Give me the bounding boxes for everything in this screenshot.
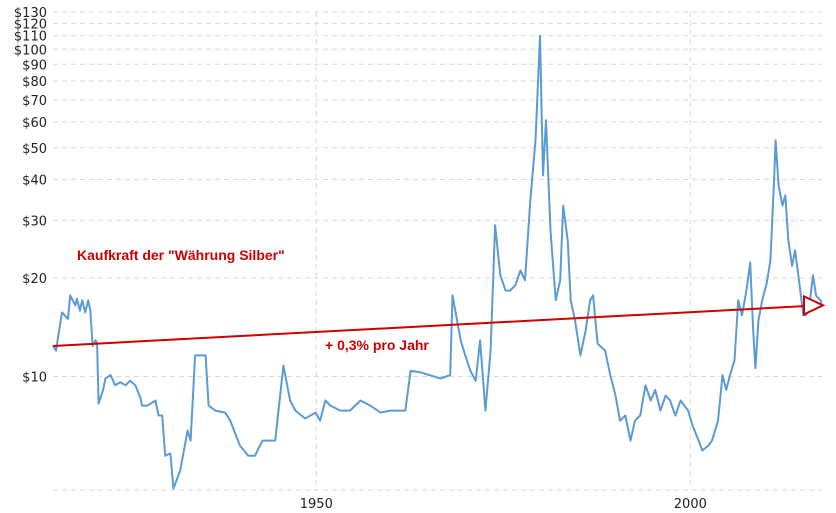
y-tick-label: $100 bbox=[14, 43, 47, 58]
y-tick-label: $130 bbox=[14, 6, 47, 21]
grid bbox=[53, 11, 822, 491]
y-tick-label: $70 bbox=[22, 94, 47, 109]
y-tick-label: $60 bbox=[22, 116, 47, 131]
y-tick-label: $30 bbox=[22, 214, 47, 229]
trend-line bbox=[52, 305, 805, 347]
y-tick-label: $80 bbox=[22, 75, 47, 90]
y-tick-label: $50 bbox=[22, 142, 47, 157]
y-tick-label: $40 bbox=[22, 174, 47, 189]
annotation-title: Kaufkraft der "Währung Silber" bbox=[77, 247, 285, 263]
y-tick-label: $110 bbox=[14, 30, 47, 45]
y-tick-label: $120 bbox=[14, 17, 47, 32]
x-tick-label: 1950 bbox=[300, 497, 333, 512]
y-tick-label: $10 bbox=[22, 371, 47, 386]
y-tick-label: $20 bbox=[22, 272, 47, 287]
x-tick-label: 2000 bbox=[674, 497, 707, 512]
y-axis: $10 $20 $30 $40 $50 $60 $70 $80 $90$100$110$120$… bbox=[14, 6, 47, 386]
trend-arrow-head bbox=[803, 294, 826, 316]
x-axis: 1950 2000 bbox=[300, 497, 707, 512]
y-tick-label: $90 bbox=[22, 58, 47, 73]
annotation-growth: + 0,3% pro Jahr bbox=[325, 337, 429, 353]
